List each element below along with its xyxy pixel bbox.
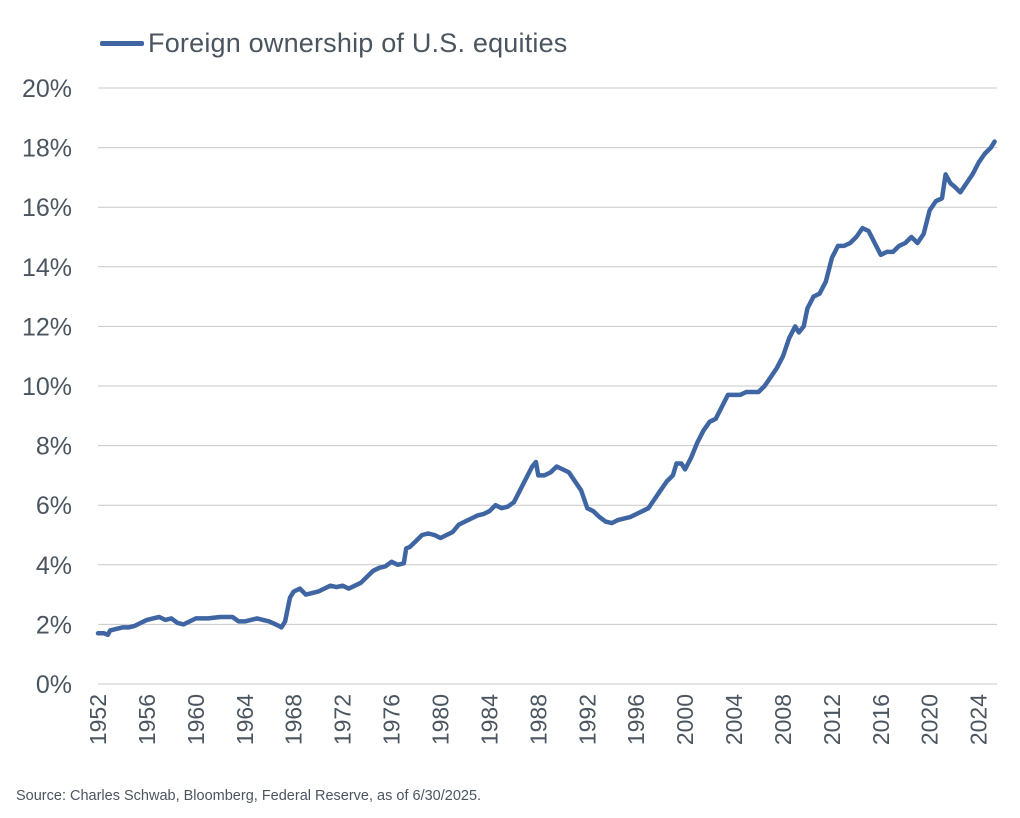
x-tick-label: 1996 — [623, 694, 649, 745]
y-tick-label: 20% — [22, 75, 72, 103]
y-tick-label: 4% — [36, 552, 72, 580]
x-tick-label: 1984 — [476, 694, 502, 745]
legend: Foreign ownership of U.S. equities — [100, 28, 568, 59]
y-tick-label: 8% — [36, 433, 72, 461]
x-tick-label: 2008 — [770, 694, 796, 745]
y-tick-label: 0% — [36, 671, 72, 699]
series-line — [95, 139, 997, 638]
x-tick-label: 1988 — [525, 694, 551, 745]
x-tick-label: 1972 — [330, 694, 356, 745]
y-tick-label: 2% — [36, 611, 72, 639]
x-tick-label: 1964 — [232, 694, 258, 745]
y-tick-label: 6% — [36, 492, 72, 520]
y-tick-label: 16% — [22, 194, 72, 222]
y-tick-label: 18% — [22, 135, 72, 163]
y-tick-label: 14% — [22, 254, 72, 282]
x-tick-label: 1980 — [427, 694, 453, 745]
source-note: Source: Charles Schwab, Bloomberg, Feder… — [16, 788, 482, 804]
legend-label: Foreign ownership of U.S. equities — [148, 28, 568, 58]
y-tick-label: 12% — [22, 313, 72, 341]
x-tick-label: 2000 — [672, 694, 698, 745]
x-tick-label: 1960 — [183, 694, 209, 745]
x-tick-label: 2016 — [868, 694, 894, 745]
x-tick-label: 1968 — [281, 694, 307, 745]
legend-swatch — [100, 41, 144, 46]
x-tick-label: 2020 — [917, 694, 943, 745]
x-tick-label: 2012 — [819, 694, 845, 745]
x-tick-label: 1976 — [379, 694, 405, 745]
x-tick-label: 1952 — [85, 694, 111, 745]
x-tick-label: 1992 — [574, 694, 600, 745]
x-tick-label: 2004 — [721, 694, 747, 745]
x-tick-label: 1956 — [134, 694, 160, 745]
y-tick-label: 10% — [22, 373, 72, 401]
x-tick-label: 2024 — [966, 694, 992, 745]
